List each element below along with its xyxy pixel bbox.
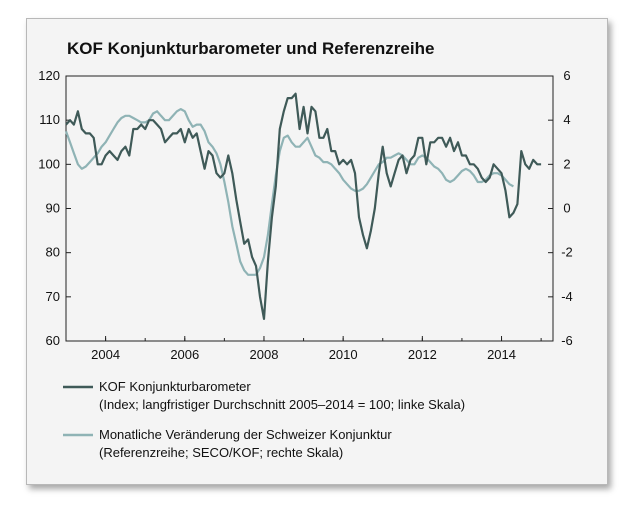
chart-title: KOF Konjunkturbarometer und Referenzreih…	[67, 39, 434, 58]
x-tick-label: 2008	[250, 347, 279, 362]
right-tick-label: -2	[561, 245, 573, 260]
legend-desc-referenzreihe: (Referenzreihe; SECO/KOF; rechte Skala)	[99, 445, 343, 460]
left-tick-label: 70	[46, 289, 60, 304]
legend: KOF Konjunkturbarometer (Index; langfris…	[63, 379, 465, 460]
right-tick-label: 2	[563, 156, 570, 171]
left-tick-label: 110	[39, 112, 60, 127]
left-tick-label: 90	[46, 201, 60, 216]
x-tick-label: 2004	[91, 347, 120, 362]
right-tick-label: 0	[563, 201, 570, 216]
series-line-referenzreihe	[64, 107, 514, 276]
x-tick-label: 2010	[329, 347, 358, 362]
x-axis: 2004 2006 2008 2010 2012 2014	[91, 336, 542, 362]
legend-desc-kof: (Index; langfristiger Durchschnitt 2005–…	[99, 397, 465, 412]
legend-label-kof: KOF Konjunkturbarometer	[99, 379, 251, 394]
right-axis: -6 -4 -2 0 2 4 6	[548, 68, 573, 348]
right-tick-label: -6	[561, 333, 573, 348]
x-tick-label: 2006	[170, 347, 199, 362]
right-tick-label: 4	[563, 112, 570, 127]
right-tick-label: -4	[561, 289, 573, 304]
left-tick-label: 80	[46, 245, 60, 260]
left-axis: 60 70 80 90 100 110 120	[38, 68, 71, 348]
left-tick-label: 100	[38, 156, 60, 171]
chart-card: KOF Konjunkturbarometer und Referenzreih…	[26, 18, 608, 485]
x-tick-label: 2012	[408, 347, 437, 362]
chart: KOF Konjunkturbarometer und Referenzreih…	[38, 39, 573, 460]
legend-label-referenzreihe: Monatliche Veränderung der Schweizer Kon…	[99, 427, 392, 442]
left-tick-label: 60	[46, 333, 60, 348]
left-tick-label: 120	[38, 68, 60, 83]
series-line-kof-barometer	[65, 92, 542, 320]
right-tick-label: 6	[563, 68, 570, 83]
x-tick-label: 2014	[487, 347, 516, 362]
